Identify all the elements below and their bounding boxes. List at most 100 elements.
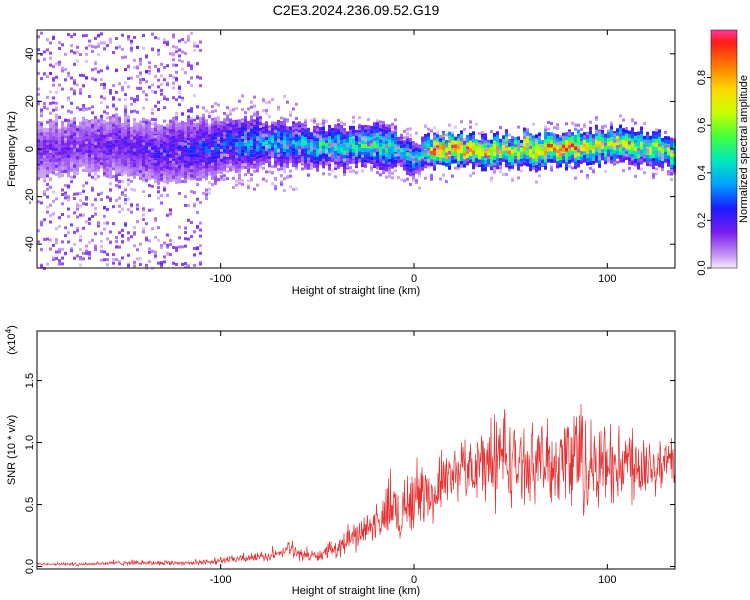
spectrogram-cell [235, 134, 238, 139]
spectrogram-cell [214, 136, 217, 140]
spectrogram-noise-cell [220, 127, 223, 131]
spectrogram-noise-cell [199, 76, 202, 80]
spectrogram-cell [145, 149, 148, 154]
spectrogram-noise-cell [196, 115, 199, 118]
spectrogram-cell [157, 173, 160, 178]
spectrogram-cell [478, 148, 481, 152]
spectrogram-cell [565, 147, 568, 152]
spectrogram-noise-cell [37, 126, 40, 130]
spectrogram-noise-cell [163, 106, 166, 110]
spectrogram-noise-cell [280, 180, 283, 184]
spectrogram-noise-cell [61, 262, 64, 266]
spectrogram-cell [64, 165, 67, 170]
spectrogram-cell [229, 167, 232, 172]
spectrogram-cell [496, 138, 499, 143]
spectrogram-cell [568, 156, 571, 160]
spectrogram-cell [37, 132, 40, 137]
spectrogram-cell [172, 135, 175, 140]
spectrogram-cell [370, 129, 373, 134]
spectrogram-cell [478, 151, 481, 156]
spectrogram-noise-cell [490, 130, 493, 133]
spectrogram-cell [523, 127, 526, 132]
spectrogram-cell [238, 153, 241, 158]
spectrogram-cell [136, 134, 139, 138]
spectrogram-cell [241, 160, 244, 165]
spectrogram-cell [409, 141, 412, 146]
spectrogram-noise-cell [388, 174, 391, 178]
spectrogram-cell [223, 133, 226, 138]
spectrogram-cell [544, 139, 547, 144]
spectrogram-cell [328, 136, 331, 141]
spectrogram-cell [619, 136, 622, 140]
spectrogram-cell [241, 141, 244, 146]
spectrogram-cell [379, 124, 382, 129]
spectrogram-noise-cell [346, 152, 349, 155]
spectrogram-cell [208, 168, 211, 172]
spectrogram-noise-cell [85, 76, 88, 80]
spectrogram-cell [169, 159, 172, 164]
spectrogram-cell [337, 123, 340, 127]
spectrogram-noise-cell [103, 227, 106, 231]
spectrogram-cell [361, 125, 364, 129]
spectrogram-noise-cell [259, 165, 262, 169]
spectrogram-noise-cell [178, 153, 181, 157]
spectrogram-noise-cell [190, 107, 193, 111]
spectrogram-noise-cell [175, 115, 178, 119]
spectrogram-noise-cell [190, 137, 193, 141]
spectrogram-noise-cell [307, 147, 310, 151]
spectrogram-cell [487, 143, 490, 148]
spectrogram-noise-cell [151, 149, 154, 153]
spectrogram-cell [562, 148, 565, 152]
spectrogram-noise-cell [100, 69, 103, 73]
spectrogram-cell [385, 137, 388, 142]
spectrogram-cell [154, 171, 157, 176]
spectrogram-cell [211, 140, 214, 145]
spectrogram-cell [649, 139, 652, 144]
spectrogram-noise-cell [40, 201, 43, 205]
spectrogram-cell [184, 129, 187, 134]
spectrogram-cell [604, 133, 607, 138]
spectrogram-cell [229, 148, 232, 153]
spectrogram-cell [40, 174, 43, 179]
spectrogram-cell [565, 140, 568, 144]
spectrogram-noise-cell [274, 184, 277, 188]
spectrogram-cell [73, 140, 76, 144]
spectrogram-cell [376, 152, 379, 156]
spectrogram-noise-cell [667, 144, 670, 148]
spectrogram-cell [439, 157, 442, 161]
spectrogram-cell [379, 128, 382, 132]
spectrogram-noise-cell [100, 239, 103, 243]
spectrogram-noise-cell [286, 100, 289, 104]
spectrogram-cell [304, 156, 307, 160]
spectrogram-noise-cell [88, 173, 91, 177]
spectrogram-cell [493, 152, 496, 156]
spectrogram-cell [115, 140, 118, 144]
spectrogram-noise-cell [106, 208, 109, 211]
spectrogram-cell [154, 122, 157, 126]
spectrogram-noise-cell [58, 216, 61, 220]
spectrogram-cell [169, 163, 172, 167]
spectrogram-noise-cell [136, 158, 139, 161]
spectrogram-noise-cell [454, 166, 457, 170]
spectrogram-noise-cell [91, 45, 94, 48]
spectrogram-cell [106, 148, 109, 153]
spectrogram-cell [226, 134, 229, 138]
spectrogram-noise-cell [139, 170, 142, 173]
spectrogram-noise-cell [37, 240, 40, 244]
spectrogram-noise-cell [43, 163, 46, 167]
spectrogram-cell [379, 139, 382, 144]
spectrogram-cell [46, 147, 49, 151]
spectrogram-cell [163, 168, 166, 172]
spectrogram-cell [535, 142, 538, 146]
spectrogram-noise-cell [142, 34, 145, 37]
spectrogram-noise-cell [160, 263, 163, 267]
spectrogram-cell [76, 167, 79, 172]
spectrogram-cell [64, 139, 67, 143]
spectrogram-cell [526, 147, 529, 152]
spectrogram-cell [637, 162, 640, 166]
spectrogram-noise-cell [118, 173, 121, 176]
spectrogram-noise-cell [154, 128, 157, 132]
spectrogram-cell [190, 157, 193, 162]
spectrogram-noise-cell [190, 235, 193, 238]
spectrogram-cell [406, 171, 409, 175]
